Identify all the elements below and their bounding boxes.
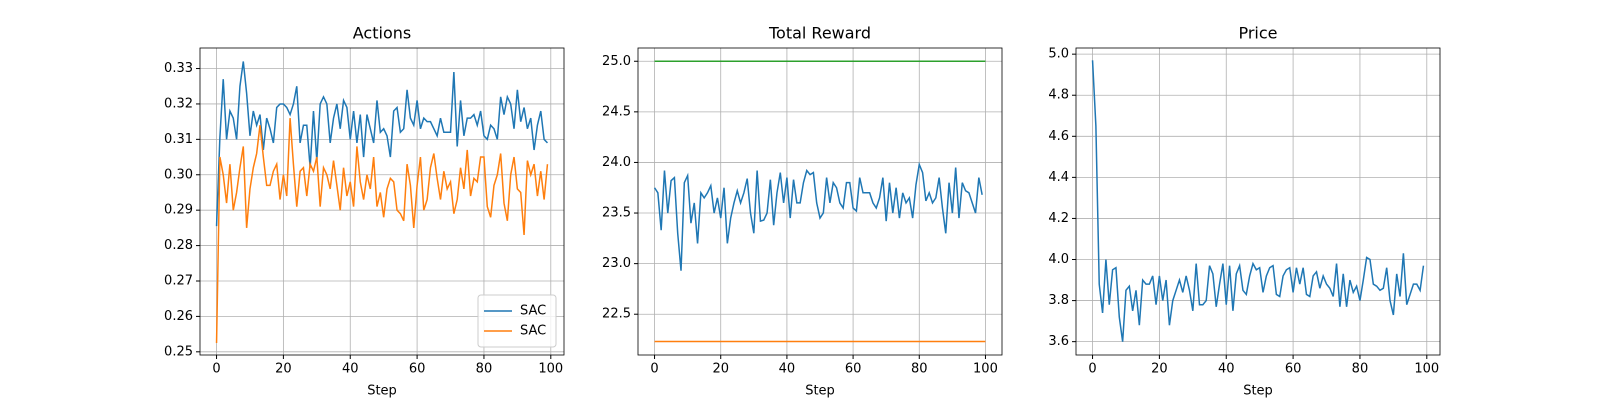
x-tick-label: 20 [1151,362,1168,377]
x-tick-label: 40 [342,362,359,377]
y-tick-label: 0.29 [164,203,193,218]
x-tick-label: 0 [650,362,658,377]
y-tick-label: 24.0 [602,155,631,170]
y-tick-label: 0.32 [164,96,193,111]
y-tick-label: 0.25 [164,344,193,359]
x-tick-label: 20 [712,362,729,377]
x-axis-label: Step [1243,384,1273,399]
x-tick-label: 100 [538,362,563,377]
y-tick-label: 22.5 [602,307,631,322]
y-tick-label: 5.0 [1048,47,1069,62]
y-tick-label: 4.4 [1048,170,1069,185]
y-tick-label: 23.5 [602,206,631,221]
x-tick-label: 0 [212,362,220,377]
x-tick-label: 20 [275,362,292,377]
x-tick-label: 40 [779,362,796,377]
y-tick-label: 0.28 [164,238,193,253]
chart-title: Actions [353,24,411,43]
y-tick-label: 4.8 [1048,88,1069,103]
y-tick-label: 25.0 [602,54,631,69]
data-line [215,61,549,227]
y-tick-label: 3.6 [1048,334,1069,349]
y-tick-label: 0.27 [164,273,193,288]
data-line [653,161,983,271]
data-line [215,118,549,343]
y-tick-label: 0.30 [164,167,193,182]
x-axis-label: Step [805,384,835,399]
legend: SAC SAC [477,294,557,348]
legend-label: SAC [520,304,546,319]
x-tick-label: 0 [1088,362,1096,377]
y-tick-label: 4.2 [1048,211,1069,226]
y-tick-label: 0.33 [164,61,193,76]
x-tick-label: 100 [1414,362,1439,377]
x-tick-label: 40 [1218,362,1235,377]
y-tick-label: 3.8 [1048,293,1069,308]
y-tick-label: 0.31 [164,132,193,147]
y-tick-label: 4.0 [1048,252,1069,267]
y-tick-label: 24.5 [602,104,631,119]
y-tick-label: 23.0 [602,256,631,271]
plot-frame [199,47,565,356]
chart-title: Price [1238,24,1277,43]
x-tick-label: 60 [409,362,426,377]
legend-label: SAC [520,324,546,339]
plot-frame [637,47,1003,356]
legend-box [477,294,557,348]
y-tick-label: 4.6 [1048,129,1069,144]
x-tick-label: 80 [911,362,928,377]
data-line [1091,60,1425,342]
x-tick-label: 60 [845,362,862,377]
x-tick-label: 80 [476,362,493,377]
x-axis-label: Step [367,384,397,399]
y-tick-label: 0.26 [164,309,193,324]
x-tick-label: 60 [1285,362,1302,377]
x-tick-label: 80 [1352,362,1369,377]
x-tick-label: 100 [973,362,998,377]
chart-title: Total Reward [768,24,871,43]
plot-frame [1075,47,1441,356]
